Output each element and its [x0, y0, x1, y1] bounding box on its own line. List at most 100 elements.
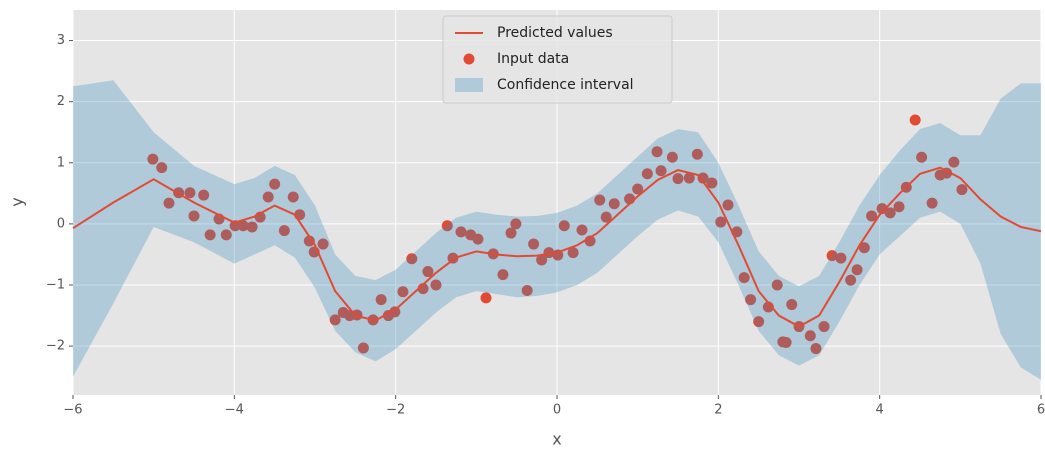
- data-point: [184, 187, 196, 199]
- data-point: [375, 294, 387, 306]
- x-tick-label: 6: [1037, 403, 1045, 418]
- data-point: [510, 218, 522, 230]
- data-point: [818, 321, 830, 333]
- data-point: [641, 168, 653, 180]
- y-tick-label: 0: [57, 216, 65, 231]
- data-point: [422, 266, 434, 278]
- data-point: [269, 178, 281, 190]
- data-point: [745, 294, 757, 306]
- data-point: [278, 225, 290, 237]
- y-axis-label: y: [8, 197, 27, 206]
- x-axis-label: x: [552, 430, 561, 449]
- data-point: [229, 220, 241, 232]
- y-tick-label: −2: [46, 339, 65, 354]
- data-point: [926, 197, 938, 209]
- data-point: [558, 220, 570, 232]
- marks: [72, 80, 1042, 380]
- data-point: [237, 220, 249, 232]
- data-point: [780, 336, 792, 348]
- data-point: [594, 194, 606, 206]
- y-tick-label: 3: [57, 33, 65, 48]
- data-point: [521, 285, 533, 296]
- data-point: [329, 314, 341, 326]
- data-point: [303, 235, 315, 247]
- data-point: [893, 201, 905, 213]
- data-point: [884, 207, 896, 219]
- data-point: [397, 286, 409, 298]
- data-point: [632, 183, 644, 195]
- data-point: [163, 197, 175, 209]
- data-point: [948, 156, 960, 168]
- x-tick-label: −4: [225, 403, 244, 418]
- data-point: [406, 253, 418, 265]
- data-point: [567, 247, 579, 259]
- legend: Predicted values Input data Confidence int…: [442, 15, 673, 104]
- data-point: [683, 172, 695, 184]
- data-point: [480, 292, 492, 304]
- data-point: [655, 165, 667, 177]
- data-point: [706, 177, 718, 189]
- data-point: [441, 220, 453, 232]
- data-point: [722, 199, 734, 211]
- data-point: [786, 299, 798, 311]
- legend-label: Input data: [497, 51, 569, 67]
- data-point: [147, 153, 159, 165]
- data-point: [771, 279, 783, 291]
- data-point: [262, 191, 274, 203]
- data-point: [156, 162, 168, 174]
- data-point: [851, 264, 863, 276]
- legend-swatch: [463, 53, 475, 65]
- x-tick-label: 4: [876, 403, 884, 418]
- data-point: [246, 221, 258, 233]
- data-point: [188, 210, 200, 222]
- data-point: [845, 274, 857, 286]
- data-point: [317, 238, 329, 250]
- data-point: [536, 254, 548, 266]
- y-tick-label: −1: [46, 278, 65, 293]
- data-point: [497, 269, 509, 281]
- data-point: [198, 189, 210, 201]
- grid: [72, 10, 1042, 395]
- data-point: [600, 211, 612, 223]
- prediction-line: [72, 166, 1042, 328]
- legend-label: Confidence interval: [497, 77, 634, 93]
- data-point: [753, 316, 765, 328]
- data-point: [672, 173, 684, 185]
- data-point: [389, 306, 401, 318]
- data-point: [866, 210, 878, 222]
- data-point: [204, 229, 216, 241]
- data-point: [826, 250, 838, 262]
- x-tick-label: −2: [386, 403, 405, 418]
- data-point: [691, 148, 703, 160]
- data-point: [357, 342, 369, 354]
- data-point: [909, 114, 921, 126]
- data-point: [804, 330, 816, 342]
- legend-box: [442, 15, 673, 104]
- y-tick-label: 2: [57, 94, 65, 109]
- data-point: [651, 146, 663, 158]
- y-tick-label: 1: [57, 155, 65, 170]
- data-point: [472, 233, 484, 245]
- data-point: [810, 343, 822, 355]
- legend-label: Predicted values: [497, 25, 613, 41]
- data-point: [505, 227, 517, 239]
- data-point: [455, 226, 467, 238]
- confidence-band: [73, 80, 1041, 380]
- axes: −6 −4 −2 0 2 4 6 −2 −1 0 1 2 3: [46, 33, 1045, 417]
- x-tick-label: −6: [63, 403, 82, 418]
- data-point: [528, 238, 540, 250]
- data-point: [835, 252, 847, 264]
- data-point: [430, 279, 442, 291]
- data-point: [876, 203, 888, 215]
- x-tick-label: 2: [714, 403, 722, 418]
- data-point: [916, 151, 928, 163]
- data-point: [762, 301, 774, 313]
- data-point: [715, 216, 727, 228]
- data-point: [287, 191, 299, 203]
- data-point: [608, 198, 620, 210]
- data-point: [738, 272, 750, 284]
- data-point: [220, 229, 232, 241]
- data-point: [697, 172, 709, 184]
- data-point: [576, 224, 588, 236]
